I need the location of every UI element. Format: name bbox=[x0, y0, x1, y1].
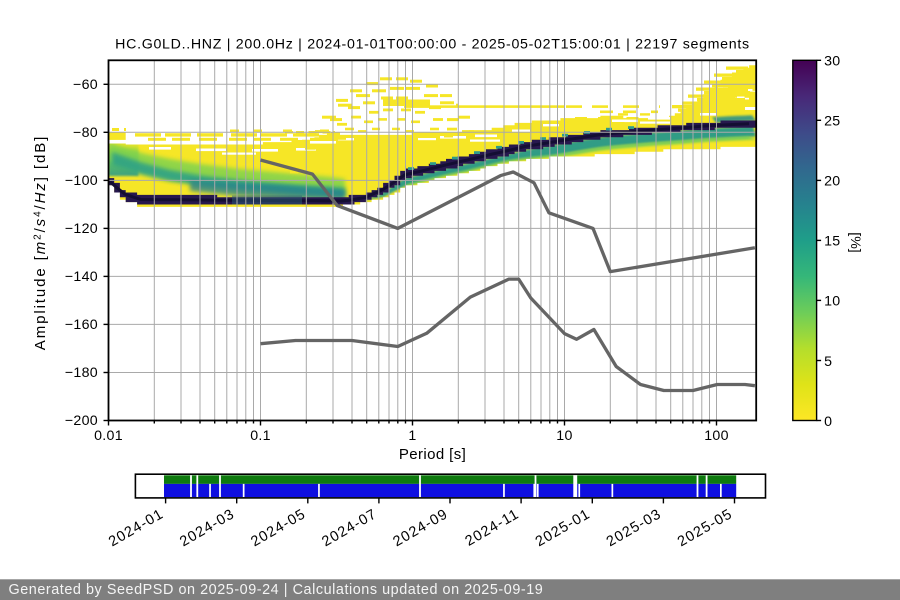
svg-text:−140: −140 bbox=[65, 269, 98, 285]
svg-text:2024-01: 2024-01 bbox=[106, 506, 166, 550]
svg-text:10: 10 bbox=[824, 294, 840, 310]
svg-text:2024-11: 2024-11 bbox=[463, 506, 523, 550]
svg-text:30: 30 bbox=[824, 54, 840, 70]
svg-text:0: 0 bbox=[824, 414, 832, 430]
svg-text:[%]: [%] bbox=[847, 232, 863, 253]
svg-text:−200: −200 bbox=[65, 413, 98, 429]
svg-text:−60: −60 bbox=[73, 77, 98, 93]
svg-text:10: 10 bbox=[556, 428, 572, 444]
svg-text:2025-05: 2025-05 bbox=[675, 506, 735, 550]
svg-text:5: 5 bbox=[824, 354, 832, 370]
svg-text:Period [s]: Period [s] bbox=[399, 446, 466, 463]
svg-text:Amplitude [m2/s4/Hz] [dB]: Amplitude [m2/s4/Hz] [dB] bbox=[32, 135, 49, 350]
svg-text:2024-09: 2024-09 bbox=[391, 506, 451, 550]
svg-text:0.01: 0.01 bbox=[94, 428, 123, 444]
svg-text:−180: −180 bbox=[65, 365, 98, 381]
svg-text:−100: −100 bbox=[65, 173, 98, 189]
svg-text:2024-03: 2024-03 bbox=[177, 506, 237, 550]
svg-text:2025-03: 2025-03 bbox=[604, 506, 664, 550]
svg-text:20: 20 bbox=[824, 174, 840, 190]
svg-text:1: 1 bbox=[408, 428, 416, 444]
svg-text:−80: −80 bbox=[73, 125, 98, 141]
svg-text:Generated by SeedPSD on 2025-0: Generated by SeedPSD on 2025-09-24 | Cal… bbox=[9, 582, 544, 598]
svg-text:2024-07: 2024-07 bbox=[319, 506, 379, 550]
svg-text:2025-01: 2025-01 bbox=[533, 506, 593, 550]
svg-text:0.1: 0.1 bbox=[250, 428, 271, 444]
svg-text:HC.G0LD..HNZ | 200.0Hz | 2024-: HC.G0LD..HNZ | 200.0Hz | 2024-01-01T00:0… bbox=[115, 37, 750, 53]
svg-text:15: 15 bbox=[824, 234, 840, 250]
svg-text:25: 25 bbox=[824, 114, 840, 130]
svg-text:−120: −120 bbox=[65, 221, 98, 237]
svg-text:100: 100 bbox=[704, 428, 729, 444]
svg-text:2024-05: 2024-05 bbox=[248, 506, 308, 550]
svg-text:−160: −160 bbox=[65, 317, 98, 333]
